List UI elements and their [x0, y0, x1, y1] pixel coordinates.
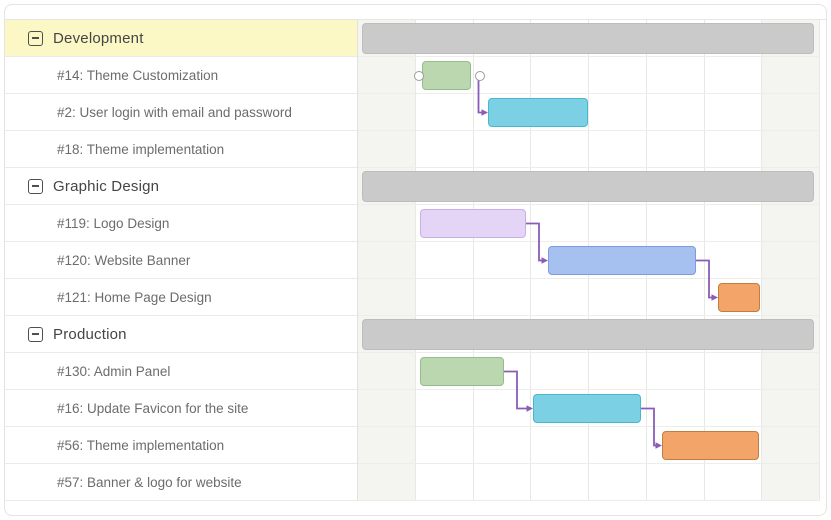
timeline-row — [358, 242, 820, 279]
summary-bar-production[interactable] — [362, 319, 814, 350]
minus-glyph — [32, 185, 39, 187]
group-label: Development — [53, 29, 144, 47]
task-row-task-18[interactable]: #18: Theme implementation — [5, 131, 357, 168]
timeline-row — [358, 353, 820, 390]
task-row-task-130[interactable]: #130: Admin Panel — [5, 353, 357, 390]
timeline-row — [358, 94, 820, 131]
task-bar-task-119[interactable] — [420, 209, 526, 238]
summary-bar-graphic-design[interactable] — [362, 171, 814, 202]
collapse-minus-icon[interactable] — [28, 178, 43, 194]
timeline-row — [358, 427, 820, 464]
task-bar-task-121[interactable] — [718, 283, 760, 312]
collapse-minus-icon[interactable] — [28, 326, 43, 342]
task-row-task-14[interactable]: #14: Theme Customization — [5, 57, 357, 94]
task-bar-task-130[interactable] — [420, 357, 504, 386]
group-row-production[interactable]: Production — [5, 316, 357, 353]
minus-glyph — [32, 37, 39, 39]
task-row-task-119[interactable]: #119: Logo Design — [5, 205, 357, 242]
task-list-panel: Development #14: Theme Customization #2: U… — [5, 20, 358, 501]
task-label: #121: Home Page Design — [57, 289, 212, 305]
task-bar-task-2[interactable] — [488, 98, 588, 127]
timeline-row — [358, 316, 820, 353]
timeline-column — [358, 20, 416, 501]
summary-bar-development[interactable] — [362, 23, 814, 54]
group-row-graphic-design[interactable]: Graphic Design — [5, 168, 357, 205]
minus-glyph — [32, 333, 39, 335]
group-label: Production — [53, 325, 127, 343]
task-bar-task-16[interactable] — [533, 394, 641, 423]
timeline-row — [358, 390, 820, 427]
collapse-minus-icon[interactable] — [28, 30, 43, 46]
link-handle-right-task-14[interactable] — [474, 70, 485, 81]
task-label: #57: Banner & logo for website — [57, 474, 242, 490]
timeline-row — [358, 464, 820, 501]
task-label: #130: Admin Panel — [57, 363, 171, 379]
link-handle-left-task-14[interactable] — [413, 70, 424, 81]
task-label: #2: User login with email and password — [57, 104, 292, 120]
task-row-task-57[interactable]: #57: Banner & logo for website — [5, 464, 357, 501]
gantt-grid: Development #14: Theme Customization #2: U… — [5, 19, 826, 501]
task-label: #16: Update Favicon for the site — [57, 400, 249, 416]
gantt-widget: Development #14: Theme Customization #2: U… — [4, 4, 827, 516]
timeline-row — [358, 168, 820, 205]
task-row-task-120[interactable]: #120: Website Banner — [5, 242, 357, 279]
timeline-panel — [358, 20, 820, 501]
timeline-row — [358, 279, 820, 316]
task-label: #56: Theme implementation — [57, 437, 225, 453]
timeline-column — [416, 20, 474, 501]
task-label: #18: Theme implementation — [57, 141, 225, 157]
task-row-task-121[interactable]: #121: Home Page Design — [5, 279, 357, 316]
task-row-task-16[interactable]: #16: Update Favicon for the site — [5, 390, 357, 427]
task-bar-task-120[interactable] — [548, 246, 696, 275]
timeline-row — [358, 131, 820, 168]
timeline-row — [358, 205, 820, 242]
task-label: #119: Logo Design — [57, 215, 170, 231]
timeline-column — [705, 20, 763, 501]
timeline-column — [762, 20, 820, 501]
task-row-task-56[interactable]: #56: Theme implementation — [5, 427, 357, 464]
timeline-row — [358, 57, 820, 94]
task-bar-task-56[interactable] — [662, 431, 759, 460]
group-label: Graphic Design — [53, 177, 160, 195]
task-bar-task-14[interactable] — [422, 61, 471, 90]
timeline-row — [358, 20, 820, 57]
task-label: #14: Theme Customization — [57, 67, 219, 83]
group-row-development[interactable]: Development — [5, 20, 357, 57]
task-label: #120: Website Banner — [57, 252, 191, 268]
task-row-task-2[interactable]: #2: User login with email and password — [5, 94, 357, 131]
